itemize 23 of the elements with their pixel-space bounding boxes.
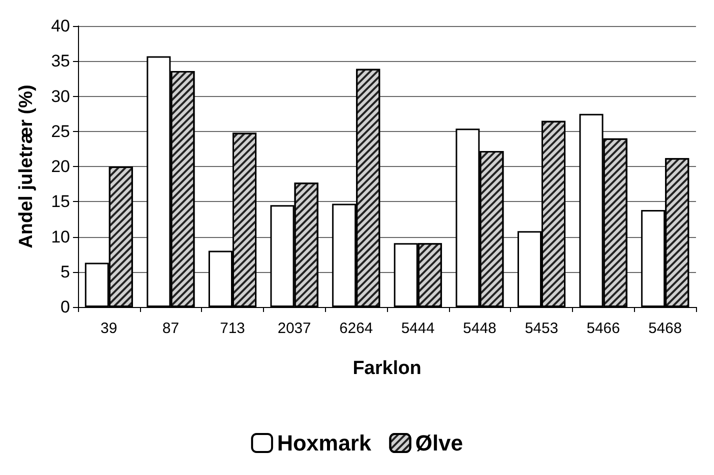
y-tick-label: 30 (51, 86, 70, 106)
y-tick-label: 10 (51, 227, 70, 246)
y-tick-label: 40 (51, 16, 70, 36)
x-tick-label: 39 (100, 320, 118, 337)
legend-label: Hoxmark (277, 430, 372, 456)
x-tick-label: 5466 (586, 320, 620, 337)
y-tick-label: 20 (51, 157, 70, 176)
legend-label: Ølve (415, 430, 463, 456)
y-tick-label: 25 (51, 122, 70, 141)
y-tick-label: 0 (60, 298, 70, 316)
x-tick-label: 2037 (278, 320, 311, 337)
y-tick-label: 35 (51, 52, 70, 71)
y-tick-label: 5 (60, 262, 70, 282)
x-axis-title: Farklon (352, 358, 422, 379)
x-tick-label: 87 (162, 320, 180, 337)
x-tick-label: 5468 (648, 320, 682, 337)
x-tick-label: 6264 (339, 320, 373, 337)
x-tick-label: 5453 (524, 320, 558, 337)
y-axis-title: Andel juletrær (%) (16, 84, 37, 248)
y-tick-label: 15 (51, 192, 70, 212)
x-tick-label: 5448 (463, 320, 496, 337)
x-tick-label: 713 (220, 320, 246, 337)
x-tick-label: 5444 (401, 320, 435, 337)
